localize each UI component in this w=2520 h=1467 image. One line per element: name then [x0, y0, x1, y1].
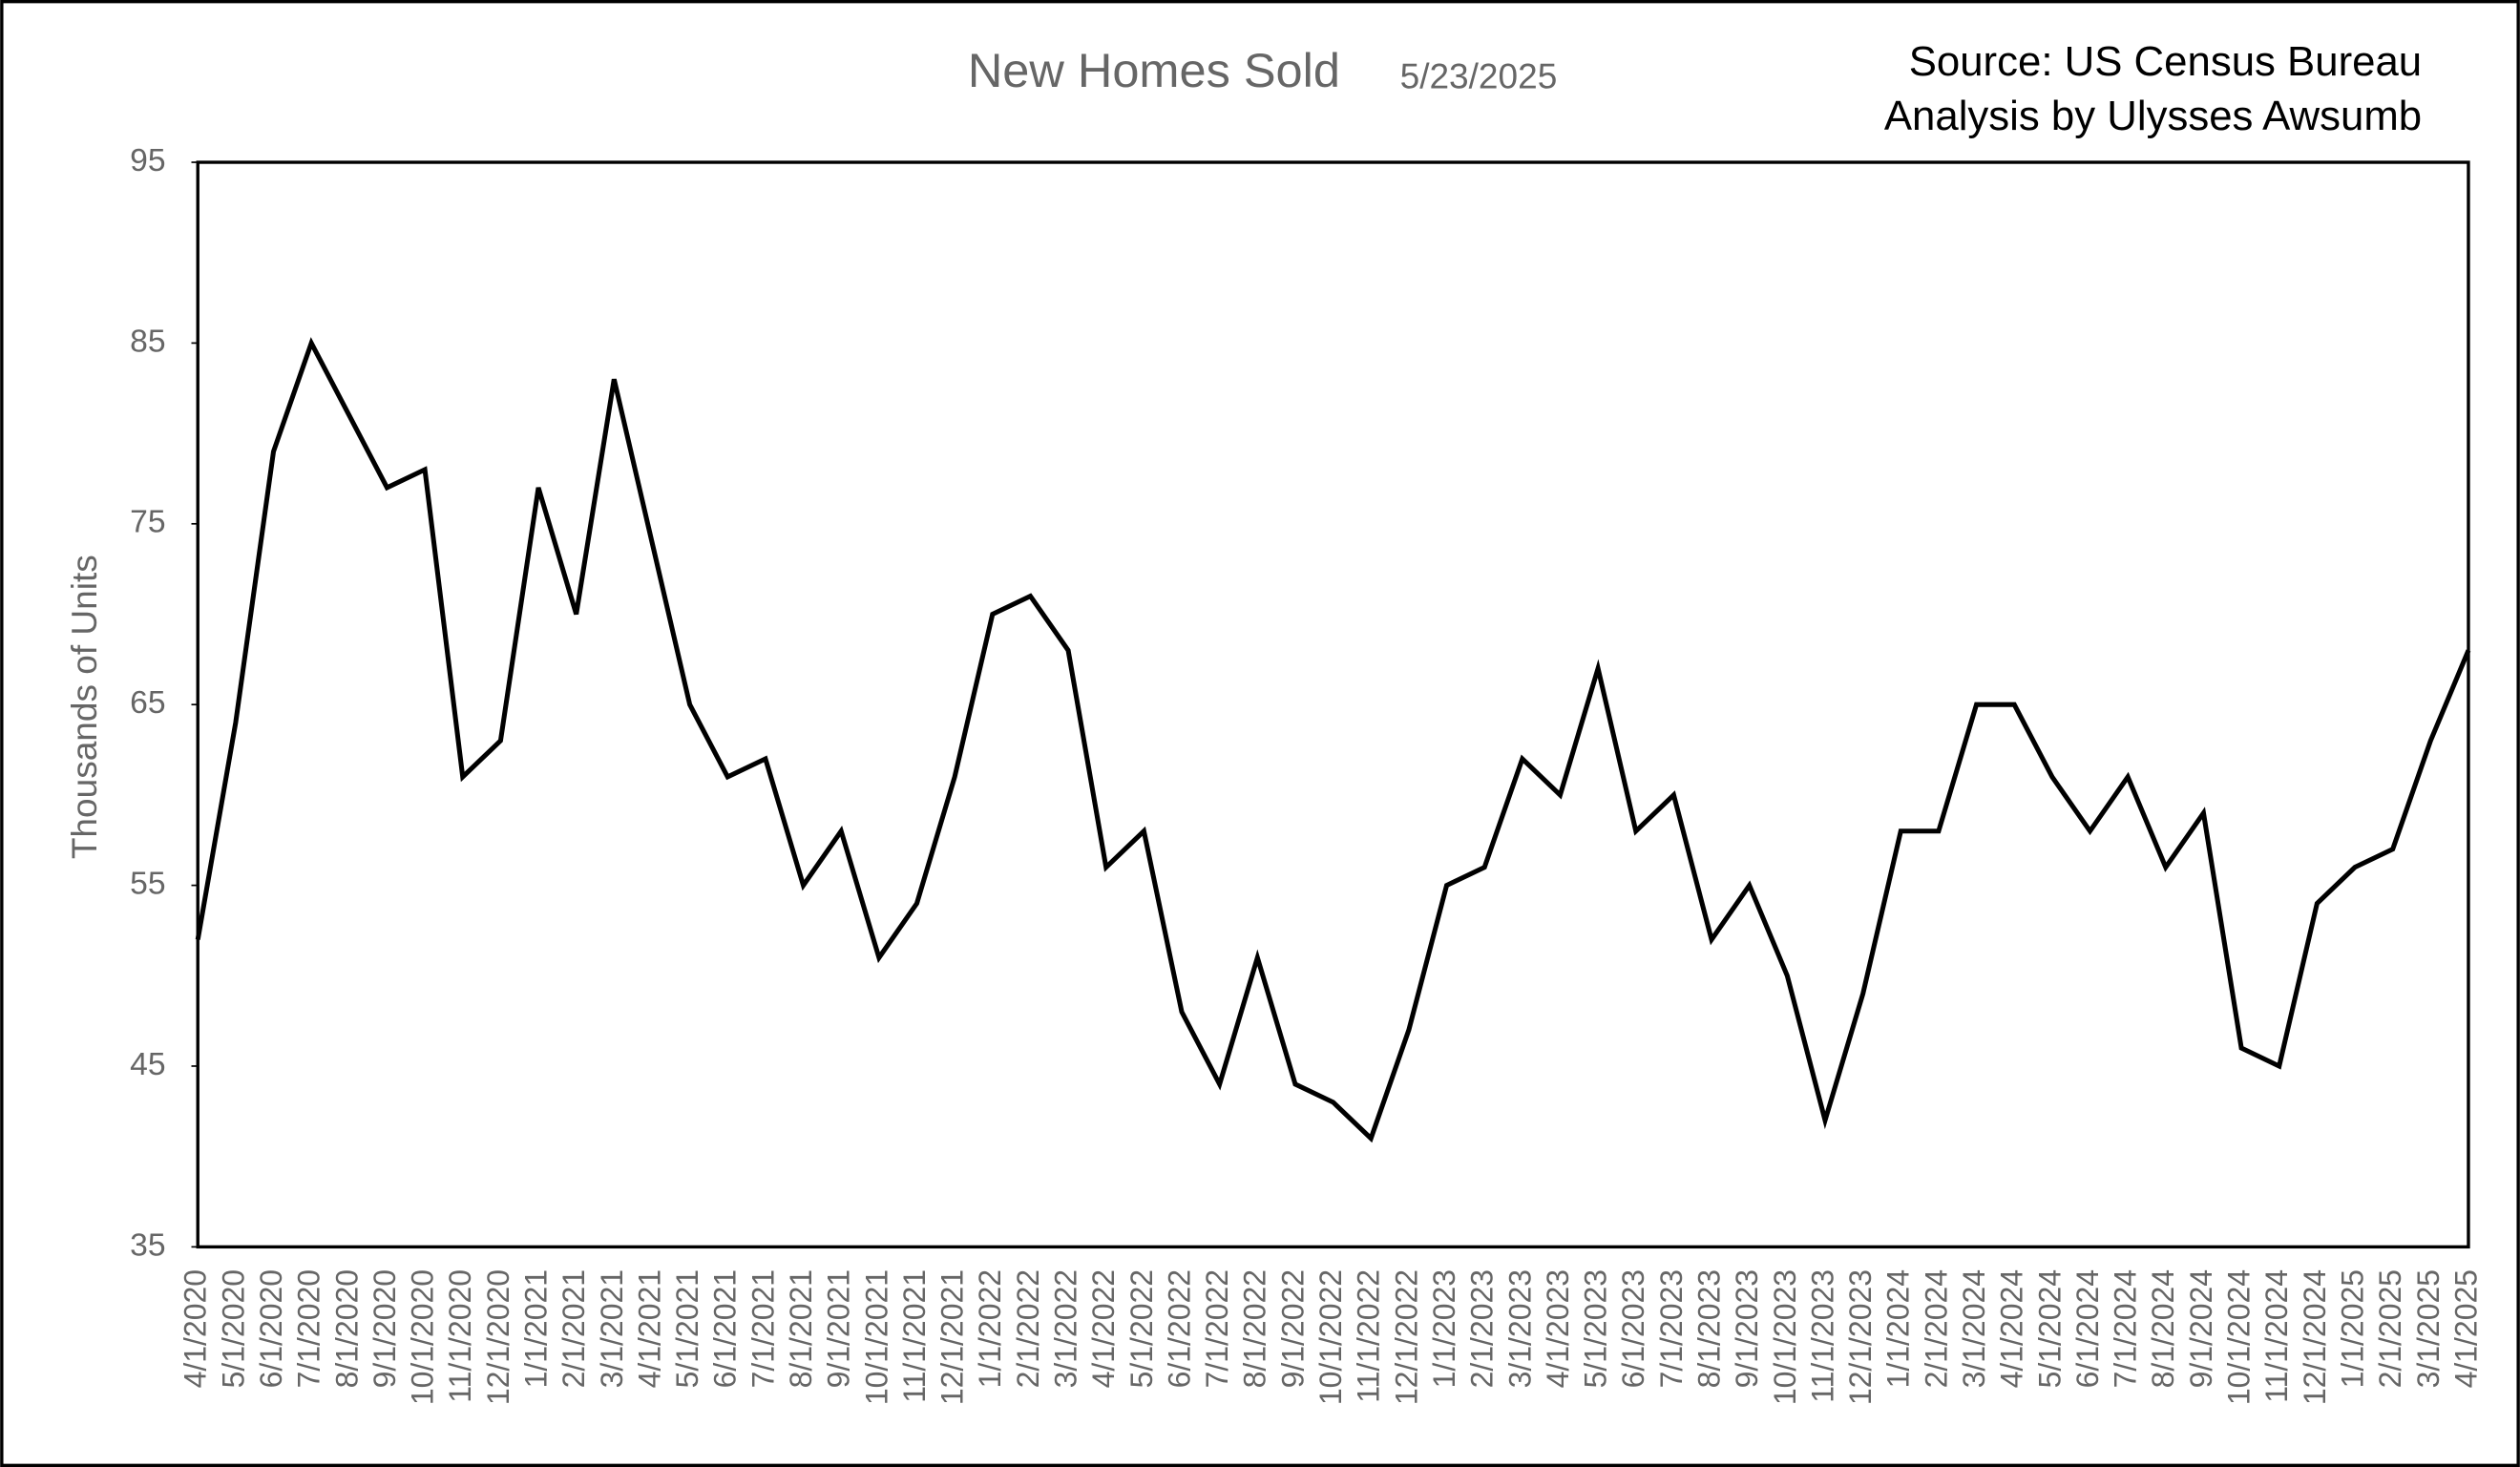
y-tick-label: 65 — [130, 685, 165, 721]
x-tick-label: 2/1/2024 — [1919, 1269, 1953, 1388]
x-tick-label: 3/1/2025 — [2411, 1269, 2446, 1388]
plot-area — [196, 160, 2470, 1249]
x-tick-label: 11/1/2021 — [897, 1269, 932, 1403]
x-tick-label: 1/1/2022 — [973, 1269, 1007, 1388]
x-tick-label: 1/1/2024 — [1881, 1269, 1916, 1388]
x-tick-label: 11/1/2022 — [1352, 1269, 1386, 1403]
x-tick-label: 4/1/2024 — [1995, 1269, 2029, 1388]
chart-title: New Homes Sold — [968, 43, 1340, 97]
x-tick-label: 5/1/2021 — [670, 1269, 704, 1388]
x-tick-label: 2/1/2021 — [556, 1269, 591, 1388]
x-tick-label: 11/1/2020 — [443, 1269, 477, 1403]
x-tick-label: 7/1/2021 — [746, 1269, 780, 1388]
x-tick-label: 7/1/2023 — [1654, 1269, 1689, 1388]
x-tick-label: 6/1/2023 — [1616, 1269, 1650, 1388]
y-tick-label: 75 — [130, 505, 165, 540]
x-tick-label: 8/1/2020 — [329, 1269, 364, 1388]
x-tick-label: 9/1/2022 — [1275, 1269, 1310, 1388]
x-tick-label: 11/1/2024 — [2259, 1269, 2294, 1403]
x-tick-label: 2/1/2022 — [1011, 1269, 1045, 1388]
x-tick-label: 5/1/2023 — [1579, 1269, 1613, 1388]
x-tick-label: 5/1/2022 — [1124, 1269, 1159, 1388]
source-line: Source: US Census Bureau — [1909, 38, 2422, 85]
x-tick-label: 10/1/2020 — [406, 1269, 440, 1405]
chart-subtitle: 5/23/2025 — [1400, 55, 1558, 95]
x-tick-label: 2/1/2025 — [2373, 1269, 2407, 1388]
x-tick-label: 1/1/2021 — [518, 1269, 553, 1388]
x-tick-label: 1/1/2023 — [1427, 1269, 1461, 1388]
x-tick-label: 7/1/2022 — [1200, 1269, 1234, 1388]
x-tick-label: 12/1/2022 — [1389, 1269, 1423, 1405]
x-tick-label: 9/1/2020 — [368, 1269, 402, 1388]
x-tick-label: 3/1/2023 — [1502, 1269, 1537, 1388]
x-tick-label: 3/1/2022 — [1049, 1269, 1083, 1388]
y-axis-label: Thousands of Units — [64, 555, 104, 859]
x-tick-label: 6/1/2022 — [1162, 1269, 1196, 1388]
x-tick-label: 5/1/2024 — [2032, 1269, 2067, 1388]
source-line: Analysis by Ulysses Awsumb — [1884, 93, 2422, 139]
x-tick-label: 6/1/2024 — [2070, 1269, 2105, 1388]
x-tick-label: 4/1/2023 — [1541, 1269, 1575, 1388]
x-tick-label: 3/1/2024 — [1957, 1269, 1991, 1388]
x-tick-label: 6/1/2020 — [254, 1269, 288, 1388]
x-tick-label: 9/1/2023 — [1730, 1269, 1764, 1388]
x-tick-label: 8/1/2023 — [1692, 1269, 1727, 1388]
y-tick-label: 85 — [130, 324, 165, 359]
x-tick-label: 1/1/2025 — [2335, 1269, 2369, 1388]
x-tick-label: 6/1/2021 — [708, 1269, 743, 1388]
x-tick-label: 11/1/2023 — [1805, 1269, 1839, 1403]
y-tick-label: 45 — [130, 1047, 165, 1082]
y-tick-label: 55 — [130, 866, 165, 901]
x-tick-label: 4/1/2022 — [1086, 1269, 1121, 1388]
y-tick-label: 95 — [130, 143, 165, 178]
x-tick-label: 8/1/2021 — [784, 1269, 818, 1388]
x-tick-label: 7/1/2024 — [2109, 1269, 2143, 1388]
x-tick-label: 10/1/2022 — [1313, 1269, 1348, 1405]
x-tick-label: 12/1/2024 — [2298, 1269, 2332, 1405]
x-tick-label: 12/1/2020 — [481, 1269, 515, 1405]
x-tick-label: 3/1/2021 — [595, 1269, 629, 1388]
x-tick-label: 2/1/2023 — [1465, 1269, 1500, 1388]
x-tick-label: 8/1/2022 — [1238, 1269, 1272, 1388]
x-tick-label: 4/1/2020 — [178, 1269, 213, 1388]
x-tick-label: 4/1/2021 — [632, 1269, 666, 1388]
x-tick-label: 10/1/2024 — [2222, 1269, 2257, 1405]
x-tick-label: 10/1/2023 — [1768, 1269, 1802, 1405]
data-line — [195, 337, 2471, 1143]
x-tick-label: 12/1/2023 — [1843, 1269, 1878, 1405]
x-tick-label: 4/1/2025 — [2448, 1269, 2483, 1388]
y-tick-label: 35 — [130, 1227, 165, 1263]
x-tick-label: 8/1/2024 — [2146, 1269, 2180, 1388]
x-tick-label: 7/1/2020 — [292, 1269, 326, 1388]
x-tick-label: 9/1/2021 — [822, 1269, 856, 1388]
x-tick-label: 12/1/2021 — [935, 1269, 970, 1405]
x-tick-label: 5/1/2020 — [216, 1269, 250, 1388]
x-tick-label: 10/1/2021 — [859, 1269, 893, 1405]
x-tick-label: 9/1/2024 — [2184, 1269, 2218, 1388]
